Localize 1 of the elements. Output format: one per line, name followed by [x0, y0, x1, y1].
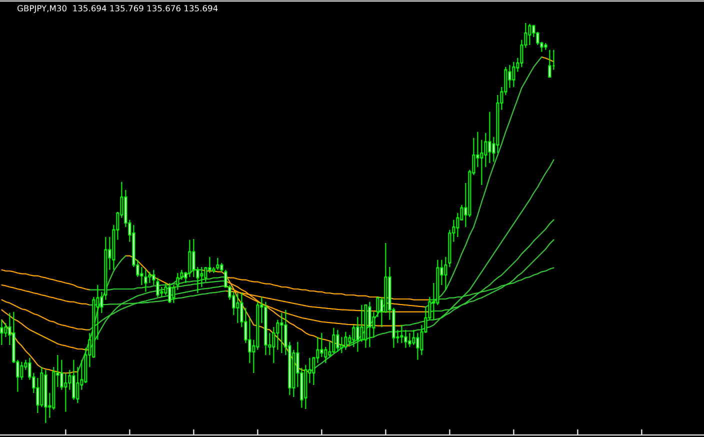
chart-title: GBPJPY,M30 135.694 135.769 135.676 135.694 [17, 5, 218, 13]
